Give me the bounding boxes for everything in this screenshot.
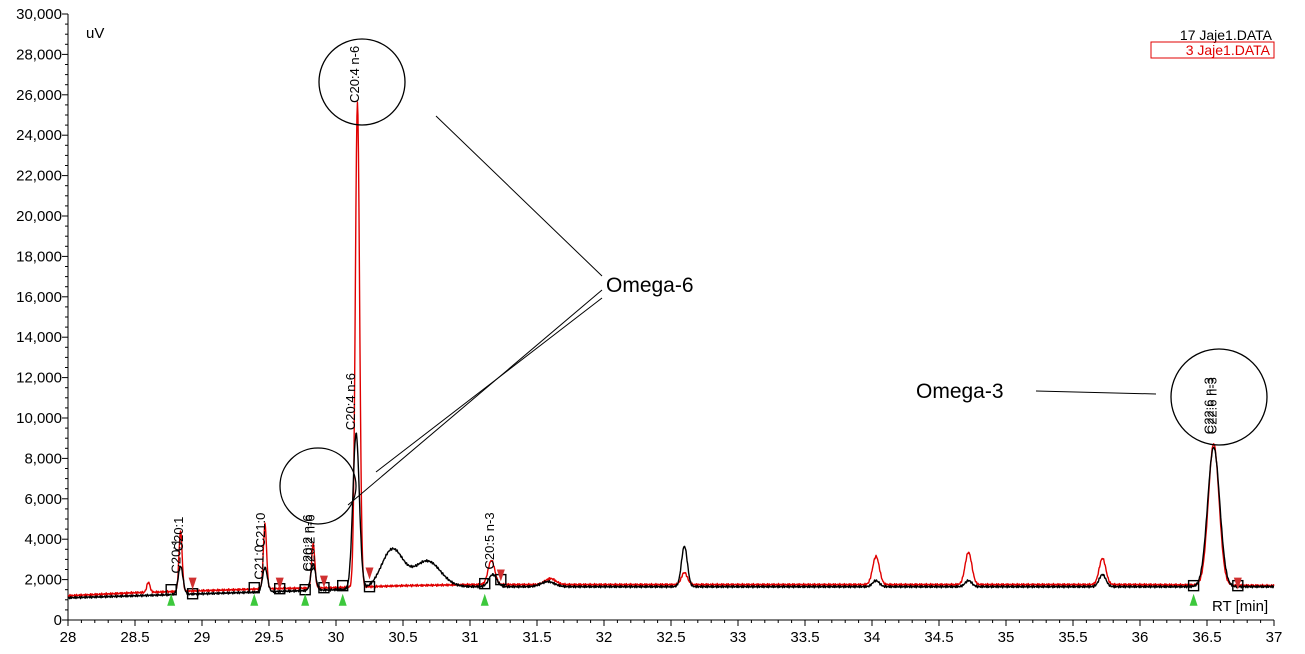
legend-box-3-jaje1 bbox=[1150, 41, 1275, 59]
axes: 0 2,000 4,000 6,000 8,000 10,000 12,000 14,000 1… bbox=[16, 6, 1282, 646]
series-layer bbox=[67, 101, 1275, 600]
peak-start-marker bbox=[167, 593, 176, 606]
omega3-leader-line bbox=[1035, 390, 1157, 395]
highlight-circle-c20-4 bbox=[318, 38, 406, 126]
peak-label: C20:4 n-6 bbox=[343, 373, 358, 430]
peak-end-marker bbox=[188, 577, 197, 590]
peak-label: C21:0 bbox=[252, 545, 267, 580]
peak-label: C20:2 n-6 bbox=[303, 514, 318, 571]
y-tick-label: 26,000 bbox=[16, 87, 62, 104]
y-tick-label: 18,000 bbox=[16, 248, 62, 265]
x-tick-label: 28 bbox=[60, 629, 77, 646]
highlight-circle-c22-6 bbox=[1170, 348, 1268, 446]
omega6-leader-line bbox=[435, 115, 603, 277]
x-tick-label: 31.5 bbox=[522, 629, 551, 646]
x-tick-label: 33.5 bbox=[790, 629, 819, 646]
y-tick-label: 10,000 bbox=[16, 410, 62, 427]
peak-end-marker bbox=[275, 577, 284, 590]
omega6-leader-line bbox=[375, 297, 603, 473]
x-tick-label: 31 bbox=[462, 629, 479, 646]
series-line-1 bbox=[67, 101, 1275, 598]
peak-start-marker bbox=[480, 593, 489, 606]
x-tick-label: 30.5 bbox=[388, 629, 417, 646]
x-tick-label: 36.5 bbox=[1192, 629, 1221, 646]
highlight-circle-c20-2 bbox=[279, 447, 357, 525]
x-tick-label: 34 bbox=[864, 629, 881, 646]
peak-label: C20:2 n-6 bbox=[300, 514, 315, 571]
annotations: Omega-6 Omega-3 bbox=[279, 38, 1268, 525]
peak-label: C21:0 bbox=[253, 513, 268, 548]
y-tick-label: 2,000 bbox=[24, 572, 62, 589]
y-tick-label: 22,000 bbox=[16, 168, 62, 185]
integration-box-marker bbox=[363, 580, 376, 593]
y-axis-label: uV bbox=[86, 25, 104, 42]
peak-label: C22:6 n-3 bbox=[1204, 377, 1219, 434]
legend: 17 Jaje1.DATA 3 Jaje1.DATA bbox=[1150, 27, 1275, 59]
legend-entry-3-jaje1: 3 Jaje1.DATA bbox=[1186, 42, 1271, 58]
y-tick-label: 0 bbox=[54, 612, 62, 629]
legend-entry-17-jaje1: 17 Jaje1.DATA bbox=[1180, 27, 1273, 43]
x-tick-label: 33 bbox=[730, 629, 747, 646]
x-tick-label: 35 bbox=[998, 629, 1015, 646]
integration-box-marker bbox=[1187, 579, 1200, 592]
y-tick-label: 30,000 bbox=[16, 6, 62, 23]
integration-box-marker bbox=[479, 577, 491, 590]
peak-label: C20:1 bbox=[171, 517, 186, 552]
x-axis-label: RT [min] bbox=[1212, 598, 1268, 615]
peak-end-marker bbox=[1233, 577, 1242, 590]
x-tick-label: 37 bbox=[1266, 629, 1283, 646]
x-tick-label: 30 bbox=[328, 629, 345, 646]
series-line-0 bbox=[67, 432, 1275, 600]
peak-label: C22:6 n-3 bbox=[1202, 377, 1217, 434]
y-tick-label: 6,000 bbox=[24, 491, 62, 508]
x-tick-label: 35.5 bbox=[1058, 629, 1087, 646]
y-tick-label: 14,000 bbox=[16, 329, 62, 346]
omega3-annotation: Omega-3 bbox=[916, 380, 1004, 403]
y-tick-label: 16,000 bbox=[16, 289, 62, 306]
integration-markers bbox=[165, 567, 1244, 606]
integration-box-marker bbox=[248, 581, 260, 594]
x-tick-label: 28.5 bbox=[120, 629, 149, 646]
peak-start-marker bbox=[301, 593, 310, 606]
y-tick-label: 4,000 bbox=[24, 531, 62, 548]
x-tick-label: 36 bbox=[1132, 629, 1149, 646]
peak-start-marker bbox=[250, 593, 259, 606]
peak-end-marker bbox=[365, 567, 374, 580]
omega6-annotation: Omega-6 bbox=[606, 274, 694, 297]
y-tick-label: 24,000 bbox=[16, 127, 62, 144]
y-tick-label: 28,000 bbox=[16, 46, 62, 63]
x-tick-label: 29 bbox=[194, 629, 211, 646]
x-tick-label: 32 bbox=[596, 629, 613, 646]
x-tick-label: 32.5 bbox=[656, 629, 685, 646]
y-tick-label: 8,000 bbox=[24, 450, 62, 467]
y-tick-label: 20,000 bbox=[16, 208, 62, 225]
peak-start-marker bbox=[1189, 593, 1198, 606]
x-tick-label: 34.5 bbox=[924, 629, 953, 646]
peak-end-marker bbox=[319, 575, 328, 588]
peak-label: C20:1 bbox=[169, 539, 184, 574]
peak-label: C20:5 n-3 bbox=[482, 512, 497, 569]
omega6-leader-line bbox=[347, 289, 603, 506]
peak-end-marker bbox=[496, 569, 505, 582]
integration-box-marker bbox=[337, 579, 349, 592]
peak-start-marker bbox=[338, 593, 347, 606]
x-tick-label: 29.5 bbox=[254, 629, 283, 646]
peak-label: C20:4 n-6 bbox=[347, 46, 362, 103]
y-tick-label: 12,000 bbox=[16, 370, 62, 387]
